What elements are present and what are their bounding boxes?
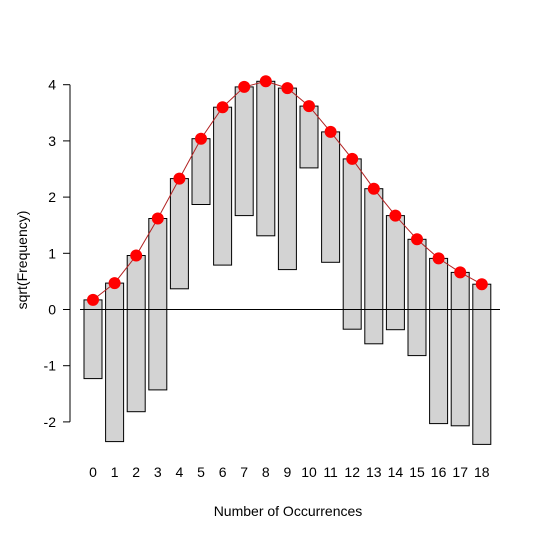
- fitted-point-15: [411, 233, 423, 246]
- y-tick-label: -1: [44, 358, 57, 374]
- y-tick-label: 0: [48, 302, 56, 318]
- bar-9: [277, 87, 297, 271]
- fitted-point-6: [216, 101, 229, 114]
- bar-5: [191, 138, 211, 205]
- x-tick-label: 0: [89, 464, 97, 480]
- x-tick-label: 2: [132, 464, 140, 480]
- y-tick-label: 3: [48, 133, 56, 149]
- fitted-point-12: [346, 152, 359, 165]
- fitted-point-11: [324, 125, 337, 138]
- fitted-point-0: [87, 293, 99, 306]
- bar-16: [429, 257, 449, 425]
- x-tick-label: 12: [344, 464, 360, 480]
- fitted-point-4: [173, 172, 186, 185]
- fitted-point-2: [130, 249, 143, 262]
- fitted-point-9: [281, 82, 294, 95]
- fitted-point-10: [303, 100, 315, 113]
- x-tick-label: 9: [284, 464, 292, 480]
- bar-11: [321, 131, 341, 263]
- fitted-point-8: [259, 75, 272, 88]
- bar-13: [364, 188, 384, 345]
- x-tick-label: 15: [409, 464, 425, 480]
- fitted-point-17: [454, 266, 467, 279]
- bar-0: [83, 299, 103, 380]
- x-tick-label: 10: [301, 464, 317, 480]
- bar-1: [105, 282, 125, 443]
- fitted-point-16: [432, 252, 445, 265]
- fitted-point-3: [151, 212, 164, 225]
- bar-18: [472, 283, 492, 445]
- bar-4: [169, 178, 189, 290]
- bar-15: [407, 238, 427, 357]
- fitted-point-13: [367, 182, 380, 195]
- fitted-curve-layer: [87, 75, 488, 306]
- x-axis-title: Number of Occurrences: [214, 503, 363, 519]
- bars-layer: [83, 80, 492, 445]
- x-tick-label: 16: [431, 464, 447, 480]
- x-axis-labels: 0 1 2 3 4 5 6 7 8 9 10 11 12 13 14 15 16 17 18: [89, 464, 490, 480]
- fitted-point-1: [108, 277, 121, 290]
- x-tick-label: 14: [388, 464, 404, 480]
- y-tick-label: 1: [48, 245, 56, 261]
- bar-2: [126, 255, 146, 413]
- x-tick-label: 13: [366, 464, 382, 480]
- bar-12: [342, 158, 362, 330]
- x-tick-label: 4: [176, 464, 184, 480]
- bar-10: [299, 105, 319, 169]
- x-tick-label: 6: [219, 464, 227, 480]
- fitted-point-14: [389, 209, 402, 222]
- x-tick-label: 17: [452, 464, 468, 480]
- x-tick-label: 11: [323, 464, 338, 480]
- bar-7: [234, 86, 254, 217]
- x-tick-label: 5: [197, 464, 205, 480]
- bar-8: [256, 80, 276, 237]
- bar-14: [385, 215, 405, 331]
- bar-3: [148, 218, 168, 391]
- y-tick-label: 4: [48, 77, 56, 93]
- fitted-point-18: [475, 278, 488, 291]
- x-tick-label: 1: [111, 464, 119, 480]
- fitted-point-5: [195, 132, 207, 145]
- x-tick-label: 18: [474, 464, 490, 480]
- y-axis-title: sqrt(Frequency): [14, 211, 30, 310]
- x-tick-label: 3: [154, 464, 162, 480]
- bar-17: [450, 271, 470, 427]
- fitted-point-7: [238, 80, 251, 93]
- y-axis: -2 -1 0 1 2 3 4: [44, 77, 71, 430]
- x-tick-label: 7: [240, 464, 248, 480]
- y-tick-label: 2: [48, 189, 56, 205]
- y-tick-label: -2: [44, 414, 57, 430]
- x-tick-label: 8: [262, 464, 270, 480]
- bar-6: [213, 106, 233, 266]
